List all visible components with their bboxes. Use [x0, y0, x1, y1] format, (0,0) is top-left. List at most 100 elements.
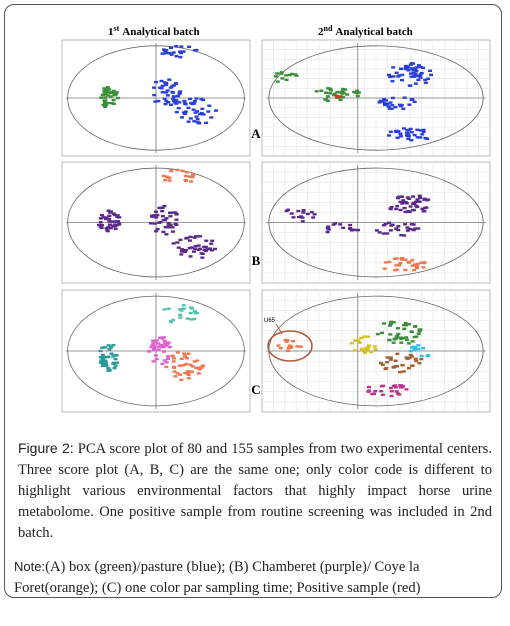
sample-point [98, 221, 103, 224]
sample-point [199, 366, 204, 369]
sample-point [187, 45, 192, 49]
sample-point [159, 79, 164, 83]
sample-point [378, 361, 383, 365]
sample-point [389, 205, 394, 209]
sample-point [405, 65, 410, 68]
sample-point [343, 88, 348, 91]
sample-point [183, 355, 188, 358]
sample-point [204, 121, 209, 125]
sample-point [421, 130, 426, 133]
sample-point [184, 171, 189, 174]
sample-point [196, 372, 201, 375]
sample-point [117, 216, 122, 219]
sample-point [387, 107, 392, 110]
sample-point [184, 237, 189, 240]
sample-point [166, 221, 171, 225]
sample-point [192, 247, 197, 250]
sample-point [170, 91, 175, 94]
sample-point [325, 95, 330, 98]
sample-point [188, 306, 193, 309]
sample-point [104, 364, 109, 367]
sample-point [287, 73, 292, 77]
figure-caption: Figure 2: PCA score plot of 80 and 155 s… [18, 438, 492, 544]
sample-point [107, 220, 112, 223]
sample-point [340, 87, 345, 91]
sample-point [416, 344, 421, 347]
sample-point [164, 217, 169, 220]
sample-point [377, 101, 382, 104]
sample-point [372, 345, 377, 348]
sample-point [182, 352, 187, 355]
sample-point [112, 92, 117, 95]
sample-point [171, 97, 176, 100]
sample-point [396, 228, 401, 232]
sample-point [109, 352, 114, 355]
sample-point [391, 75, 396, 78]
sample-point [160, 214, 165, 218]
sample-point [158, 220, 163, 224]
sample-point [186, 352, 191, 355]
sample-point [175, 241, 180, 244]
confidence-ellipse [268, 167, 484, 278]
sample-point [380, 363, 385, 367]
sample-point [113, 357, 118, 361]
sample-point [99, 226, 104, 230]
sample-point [293, 73, 298, 76]
sample-point [178, 316, 183, 319]
sample-point [169, 169, 174, 172]
column-title: 2nd Analytical batch [318, 24, 413, 38]
sample-point [296, 209, 301, 213]
sample-point [183, 110, 188, 113]
sample-point [152, 347, 157, 350]
sample-point [382, 103, 387, 106]
sample-point [398, 132, 403, 135]
sample-point [171, 84, 176, 87]
sample-point [176, 107, 181, 110]
sample-point [161, 174, 166, 178]
sample-point [109, 345, 114, 349]
sample-point [420, 207, 425, 211]
sample-point [414, 66, 419, 69]
sample-point [415, 262, 420, 266]
sample-point [155, 227, 160, 231]
sample-point [153, 100, 158, 103]
sample-point [192, 310, 197, 313]
sample-point [332, 93, 337, 97]
column-title-text: Analytical batch [122, 26, 199, 38]
sample-point [393, 386, 398, 389]
sample-point [174, 213, 179, 216]
sample-point [160, 345, 165, 349]
sample-point [426, 198, 431, 201]
sample-point [374, 229, 379, 232]
sample-point [164, 51, 169, 55]
sample-point [411, 223, 416, 226]
sample-point [178, 90, 183, 93]
sample-point [397, 195, 402, 199]
sample-point [100, 353, 105, 357]
sample-point [99, 223, 104, 227]
sample-point [408, 349, 413, 353]
sample-point [104, 216, 109, 219]
figure-note: Note:(A) box (green)/pasture (blue); (B)… [14, 556, 498, 599]
sample-point [186, 120, 191, 123]
sample-point [409, 346, 414, 349]
sample-point [391, 366, 396, 369]
sample-point [409, 75, 414, 78]
sample-point [171, 357, 176, 360]
sample-point [164, 82, 169, 85]
sample-point [180, 116, 185, 119]
sample-point [388, 229, 393, 232]
sample-point [416, 332, 421, 335]
sample-point [399, 233, 404, 237]
sample-point [160, 206, 165, 209]
sample-point [338, 98, 343, 101]
sample-point [171, 360, 176, 363]
sample-point [196, 244, 201, 247]
sample-point [364, 347, 369, 351]
sample-point [375, 332, 380, 336]
figure-panels: 1st Analytical batch 2nd Analytical batch … [61, 24, 491, 413]
sample-point [388, 101, 393, 104]
sample-point [102, 100, 107, 103]
sample-point [367, 385, 372, 389]
sample-point [186, 373, 191, 376]
